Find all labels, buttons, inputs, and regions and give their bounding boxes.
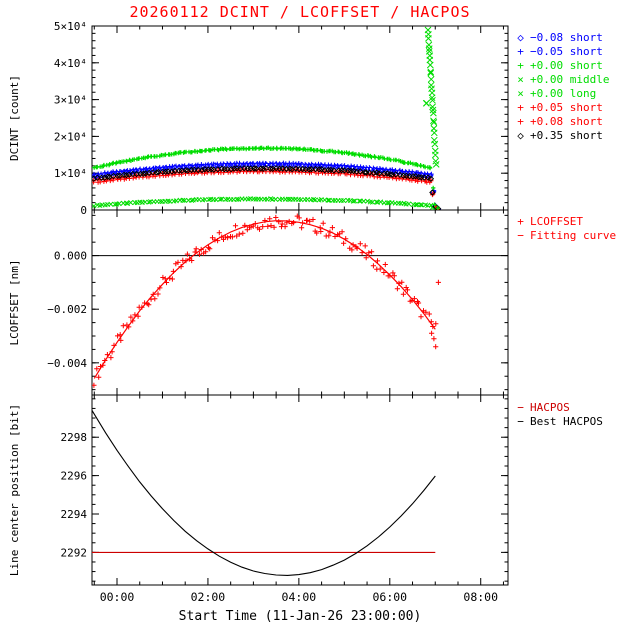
plot-title: 20260112 DCINT / LCOFFSET / HACPOS bbox=[129, 3, 471, 21]
legend-label: +0.08 short bbox=[530, 115, 603, 128]
y-tick-label: 2296 bbox=[61, 470, 88, 483]
plus-marker-icon: + bbox=[517, 101, 524, 114]
legend-label: +0.00 long bbox=[530, 87, 597, 100]
line-marker-icon: − bbox=[517, 401, 524, 414]
legend-label: +0.00 middle bbox=[530, 73, 610, 86]
x-axis-label: Start Time (11-Jan-26 23:00:00) bbox=[178, 609, 422, 624]
legend-label: Fitting curve bbox=[530, 229, 617, 242]
x-tick-label: 00:00 bbox=[100, 590, 135, 604]
y-tick-label: 5×10⁴ bbox=[54, 20, 87, 33]
line-marker-icon: − bbox=[517, 415, 524, 428]
legend-label: Best HACPOS bbox=[530, 415, 603, 428]
legend-dcint: ◇ −0.08 short + −0.05 short + +0.00 short × +0.… bbox=[514, 31, 609, 143]
legend-item-0-35-short: ◇ +0.35 short bbox=[514, 129, 609, 143]
x-tick-label: 04:00 bbox=[282, 590, 317, 604]
legend-lcoffset: + LCOFFSET − Fitting curve bbox=[514, 215, 616, 243]
legend-item-0-05-short: + +0.05 short bbox=[514, 101, 609, 115]
series-fitting-curve bbox=[93, 220, 436, 379]
plus-marker-icon: + bbox=[517, 215, 524, 228]
legend-hacpos: − HACPOS − Best HACPOS bbox=[514, 401, 603, 429]
x-tick-label: 02:00 bbox=[191, 590, 226, 604]
legend-label: +0.05 short bbox=[530, 101, 603, 114]
y-axis-label: LCOFFSET [nm] bbox=[8, 259, 21, 345]
y-tick-label: −0.004 bbox=[47, 357, 87, 370]
y-tick-label: −0.002 bbox=[47, 303, 87, 316]
legend-label: −0.05 short bbox=[530, 45, 603, 58]
x-tick-label: 06:00 bbox=[372, 590, 407, 604]
series-0-00-short bbox=[92, 145, 440, 210]
legend-label: LCOFFSET bbox=[530, 215, 583, 228]
diamond-marker-icon: ◇ bbox=[517, 31, 524, 44]
legend-item-0-05-short: + −0.05 short bbox=[514, 45, 609, 59]
legend-item-0-00-short: + +0.00 short bbox=[514, 59, 609, 73]
series-lcoffset bbox=[92, 213, 439, 388]
series-0-35-short bbox=[92, 164, 442, 210]
legend-item-0-08-short: ◇ −0.08 short bbox=[514, 31, 609, 45]
legend-label: HACPOS bbox=[530, 401, 570, 414]
y-tick-label: 2292 bbox=[61, 546, 88, 559]
y-axis-label: DCINT [count] bbox=[8, 75, 21, 161]
legend-item-0-08-short: + +0.08 short bbox=[514, 115, 609, 129]
panel-1-axes: 0.000 −0.002 −0.004 LCOFFSET [nm] bbox=[8, 209, 509, 396]
legend-item-best-hacpos: − Best HACPOS bbox=[514, 415, 603, 429]
x-marker-icon: × bbox=[517, 87, 524, 100]
legend-label: −0.08 short bbox=[530, 31, 603, 44]
x-marker-icon: × bbox=[517, 73, 524, 86]
plus-marker-icon: + bbox=[517, 115, 524, 128]
y-tick-label: 0 bbox=[80, 204, 87, 217]
y-tick-label: 1×10⁴ bbox=[54, 167, 87, 180]
plus-marker-icon: + bbox=[517, 59, 524, 72]
y-tick-label: 2298 bbox=[61, 431, 88, 444]
y-tick-label: 0.000 bbox=[54, 250, 87, 263]
y-tick-label: 4×10⁴ bbox=[54, 57, 87, 70]
x-tick-label: 08:00 bbox=[463, 590, 498, 604]
legend-item-fitting-curve: − Fitting curve bbox=[514, 229, 616, 243]
legend-label: +0.35 short bbox=[530, 129, 603, 142]
y-tick-label: 2×10⁴ bbox=[54, 130, 87, 143]
diamond-marker-icon: ◇ bbox=[517, 129, 524, 142]
y-tick-label: 2294 bbox=[61, 508, 88, 521]
legend-item-hacpos: − HACPOS bbox=[514, 401, 603, 415]
y-tick-label: 3×10⁴ bbox=[54, 94, 87, 107]
series-lcoffset-outliers bbox=[429, 279, 441, 350]
y-axis-label: Line center position [bit] bbox=[8, 404, 21, 576]
plus-marker-icon: + bbox=[517, 45, 524, 58]
line-marker-icon: − bbox=[517, 229, 524, 242]
legend-label: +0.00 short bbox=[530, 59, 603, 72]
legend-item-0-00-long: × +0.00 long bbox=[514, 87, 609, 101]
legend-item-lcoffset: + LCOFFSET bbox=[514, 215, 616, 229]
series-0-00-middle bbox=[422, 26, 440, 168]
series-best-hacpos bbox=[92, 410, 436, 576]
panel-2-axes: 2292 2294 2296 2298 Line center position [bi… bbox=[8, 394, 509, 586]
legend-item-0-00-middle: × +0.00 middle bbox=[514, 73, 609, 87]
series-0-00-long bbox=[92, 196, 441, 210]
panel-0-axes: 0 1×10⁴ 2×10⁴ 3×10⁴ 4×10⁴ 5×10⁴ DCINT [count] bbox=[8, 20, 509, 217]
